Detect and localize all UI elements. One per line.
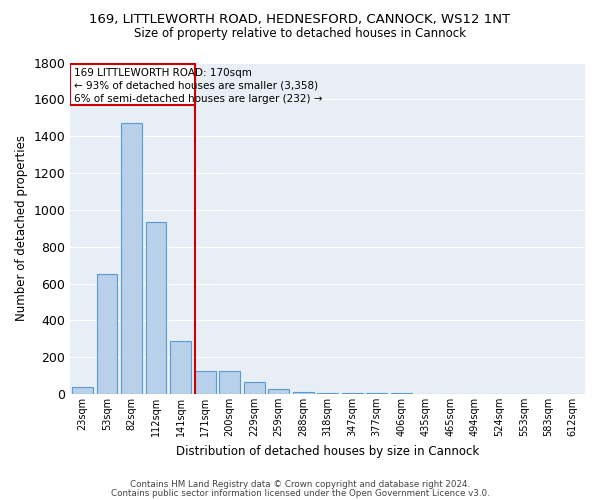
Text: Contains HM Land Registry data © Crown copyright and database right 2024.: Contains HM Land Registry data © Crown c…	[130, 480, 470, 489]
Bar	[72, 387, 93, 394]
Bar	[366, 392, 387, 394]
Bar	[97, 274, 118, 394]
Bar	[146, 222, 166, 394]
Bar	[293, 392, 314, 394]
Bar	[391, 392, 412, 394]
X-axis label: Distribution of detached houses by size in Cannock: Distribution of detached houses by size …	[176, 444, 479, 458]
Bar	[121, 124, 142, 394]
Text: 169 LITTLEWORTH ROAD: 170sqm: 169 LITTLEWORTH ROAD: 170sqm	[74, 68, 252, 78]
Text: 6% of semi-detached houses are larger (232) →: 6% of semi-detached houses are larger (2…	[74, 94, 322, 104]
Bar	[342, 392, 362, 394]
Bar	[268, 390, 289, 394]
Bar	[219, 371, 240, 394]
Text: 169, LITTLEWORTH ROAD, HEDNESFORD, CANNOCK, WS12 1NT: 169, LITTLEWORTH ROAD, HEDNESFORD, CANNO…	[89, 12, 511, 26]
Bar	[194, 371, 215, 394]
Y-axis label: Number of detached properties: Number of detached properties	[15, 136, 28, 322]
Bar	[317, 392, 338, 394]
Text: Contains public sector information licensed under the Open Government Licence v3: Contains public sector information licen…	[110, 489, 490, 498]
Text: ← 93% of detached houses are smaller (3,358): ← 93% of detached houses are smaller (3,…	[74, 81, 318, 91]
Bar	[170, 340, 191, 394]
Text: Size of property relative to detached houses in Cannock: Size of property relative to detached ho…	[134, 28, 466, 40]
Bar	[70, 64, 194, 105]
Bar	[244, 382, 265, 394]
